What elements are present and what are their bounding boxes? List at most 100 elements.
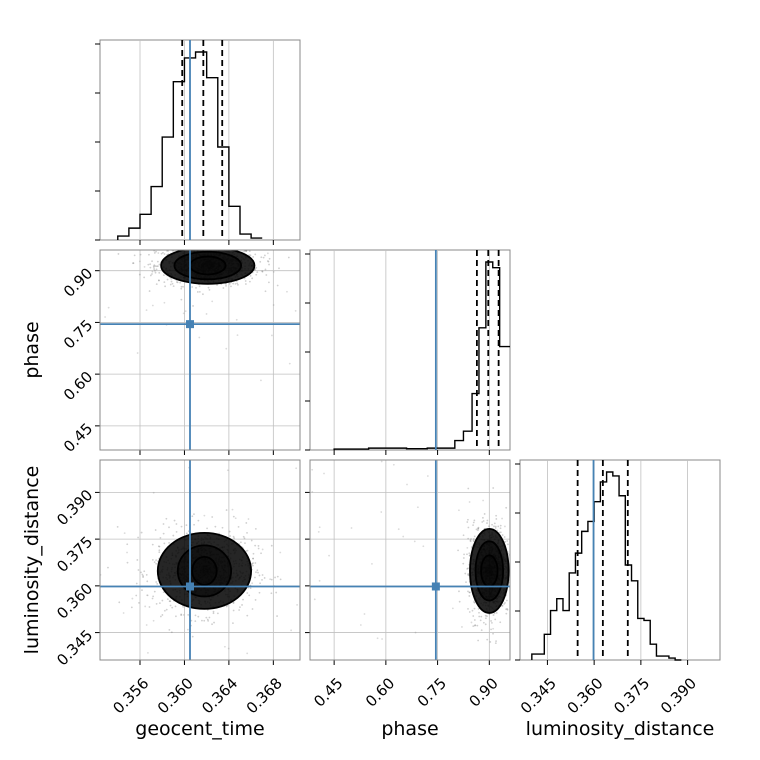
sample-point (416, 506, 419, 509)
sample-point (246, 614, 249, 617)
sample-point (258, 574, 261, 577)
sample-point (170, 278, 173, 280)
sample-point (211, 623, 213, 626)
sample-point (380, 511, 383, 513)
sample-point (511, 595, 513, 597)
sample-point (248, 250, 251, 253)
sample-point (142, 248, 144, 250)
sample-point (117, 253, 120, 255)
sample-point (170, 631, 173, 634)
sample-point (213, 621, 215, 624)
sample-point (180, 614, 183, 617)
sample-point (139, 246, 141, 248)
sample-point (180, 525, 183, 528)
sample-point (107, 306, 110, 309)
sample-point (161, 599, 164, 602)
sample-point (155, 559, 158, 562)
y-tick-label: 0.390 (53, 486, 96, 529)
sample-point (267, 260, 270, 263)
sample-point (153, 268, 156, 270)
sample-point (495, 518, 498, 520)
sample-point (476, 624, 479, 627)
sample-point (468, 552, 471, 555)
sample-point (251, 582, 254, 585)
sample-point (510, 569, 512, 571)
sample-point (294, 309, 297, 312)
sample-point (263, 577, 266, 579)
sample-point (153, 561, 156, 564)
sample-point (163, 253, 166, 255)
sample-point (467, 487, 470, 490)
sample-point (230, 285, 232, 288)
sample-point (163, 542, 166, 545)
sample-point (515, 553, 517, 555)
sample-point (197, 244, 199, 246)
sample-point (374, 674, 376, 676)
sample-point (270, 544, 273, 547)
sample-point (461, 626, 463, 628)
sample-point (151, 597, 154, 600)
sample-point (223, 245, 225, 247)
sample-point (201, 619, 203, 622)
sample-point (482, 516, 484, 519)
sample-point (118, 601, 121, 604)
sample-point (259, 582, 261, 585)
sample-point (260, 256, 263, 259)
sample-point (193, 523, 195, 526)
scatter-luminosity_distance-vs-phase-content (310, 460, 517, 676)
sample-point (166, 278, 169, 281)
sample-point (133, 254, 136, 257)
sample-point (507, 543, 509, 546)
sample-point (318, 526, 321, 529)
sample-point (513, 565, 515, 567)
sample-point (466, 521, 469, 523)
hist-step-line (531, 471, 682, 661)
contour-line (156, 531, 253, 610)
sample-point (242, 535, 245, 538)
sample-point (135, 594, 138, 597)
sample-point (468, 501, 471, 503)
sample-point (515, 572, 517, 574)
sample-point (254, 544, 257, 547)
sample-point (511, 570, 513, 572)
sample-point (203, 514, 206, 517)
x-axis-label-phase: phase (381, 718, 438, 740)
sample-point (494, 642, 497, 645)
sample-point (211, 247, 213, 249)
sample-point (504, 540, 507, 543)
sample-point (467, 537, 470, 540)
sample-point (287, 256, 290, 259)
sample-point (266, 260, 269, 262)
sample-point (397, 528, 400, 531)
sample-point (184, 310, 187, 313)
sample-point (270, 592, 273, 595)
sample-point (205, 246, 207, 248)
hist-geocent_time (95, 39, 301, 245)
sample-point (147, 652, 149, 654)
sample-point (462, 557, 465, 559)
scatter-luminosity_distance-vs-geocent_time-content (100, 460, 300, 663)
sample-point (249, 254, 252, 257)
sample-point (466, 553, 468, 556)
sample-point (494, 527, 497, 529)
sample-point (468, 554, 471, 557)
sample-point (225, 509, 228, 511)
sample-point (467, 572, 470, 575)
sample-point (186, 628, 189, 631)
sample-point (475, 528, 478, 531)
sample-point (506, 608, 509, 611)
sample-point (254, 576, 256, 579)
sample-point (466, 567, 469, 570)
sample-point (499, 527, 502, 530)
sample-point (486, 522, 488, 524)
sample-point (474, 624, 476, 627)
sample-point (163, 609, 166, 612)
sample-point (268, 281, 270, 284)
sample-point (270, 578, 273, 581)
sample-point (257, 547, 260, 550)
sample-point (156, 583, 159, 585)
sample-point (132, 661, 134, 663)
sample-point (253, 269, 256, 271)
sample-point (493, 525, 495, 528)
sample-point (269, 578, 272, 581)
